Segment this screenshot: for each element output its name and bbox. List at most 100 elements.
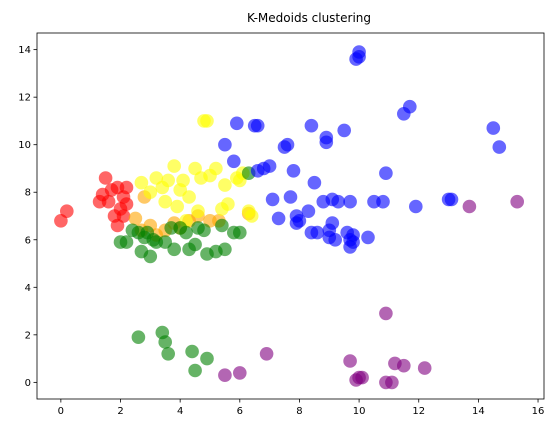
data-point [134,175,149,190]
y-tick-label: 14 [18,45,31,56]
x-tick-label: 8 [296,406,302,417]
data-point [385,375,399,390]
axes-layer: 0 2 4 6 8 10 12 14 16 0 2 4 6 8 10 12 14 [18,45,544,417]
data-point [128,211,143,226]
data-point [215,218,229,233]
data-point [244,209,259,223]
x-tick-label: 4 [177,406,183,417]
data-point [397,358,411,373]
data-point [307,175,322,190]
data-point [233,366,247,380]
data-point [361,230,375,245]
data-point [167,242,181,257]
data-point [286,164,301,178]
y-tick-label: 12 [18,93,31,104]
data-point [265,192,280,207]
data-point [304,118,319,133]
data-point [218,137,232,152]
data-point [352,50,366,64]
data-point [170,199,184,214]
data-point [161,347,175,361]
data-point [337,123,352,138]
x-tick-label: 14 [472,406,485,417]
data-point [101,194,116,209]
data-point [158,335,172,349]
data-point [444,192,459,207]
data-point [143,249,158,264]
data-point [292,214,307,228]
data-point [110,218,125,233]
data-point [259,347,274,361]
data-point [176,173,190,188]
data-point [188,363,202,378]
data-point [167,159,181,173]
data-point [376,194,390,209]
data-point [325,216,340,230]
data-point [182,190,196,204]
data-point [379,306,393,321]
data-point [462,199,477,214]
x-tick-label: 2 [117,406,123,417]
y-tick-label: 10 [18,140,31,151]
data-point [227,154,241,169]
data-point [131,330,146,345]
data-point [221,197,235,211]
data-point [200,114,214,128]
data-point [197,223,211,238]
data-point [60,204,74,218]
y-tick-label: 4 [25,283,31,294]
data-point [409,199,423,214]
data-point [280,137,295,152]
data-point [98,171,113,185]
data-point [510,194,524,209]
data-point [161,173,175,188]
plot-frame [36,32,545,400]
data-point [486,121,501,135]
data-point [492,140,507,154]
points-layer [54,45,524,390]
data-point [355,370,369,385]
data-point [179,225,193,240]
data-point [218,368,232,383]
data-point [343,194,357,209]
data-point [218,178,232,192]
y-tick-label: 0 [25,378,31,389]
data-point [403,99,417,114]
data-point [158,194,172,209]
data-point [319,130,334,145]
x-tick-label: 6 [237,406,243,417]
data-point [218,242,232,257]
data-point [200,351,214,366]
data-point [343,354,357,368]
data-point [310,225,325,240]
data-point [185,344,199,359]
data-point [143,185,158,199]
data-point [343,240,357,254]
data-point [233,225,247,240]
data-point [119,180,134,195]
data-point [262,159,277,173]
data-point [188,237,202,252]
data-point [209,161,223,176]
x-tick-label: 0 [58,406,64,417]
data-point [283,190,298,204]
y-tick-label: 2 [25,330,31,341]
y-tick-label: 6 [25,235,31,246]
data-point [331,194,346,209]
data-point [230,116,244,131]
y-tick-label: 8 [25,188,31,199]
data-point [119,197,134,211]
data-point [417,361,432,375]
x-tick-label: 12 [412,406,425,417]
data-point [191,204,205,218]
x-tick-label: 16 [532,406,545,417]
data-point [119,235,134,249]
x-tick-label: 10 [353,406,366,417]
data-point [271,211,286,226]
chart-title: K-Medoids clustering [247,11,371,25]
data-point [250,118,265,133]
data-point [328,233,343,247]
data-point [301,204,316,218]
data-point [379,166,393,180]
